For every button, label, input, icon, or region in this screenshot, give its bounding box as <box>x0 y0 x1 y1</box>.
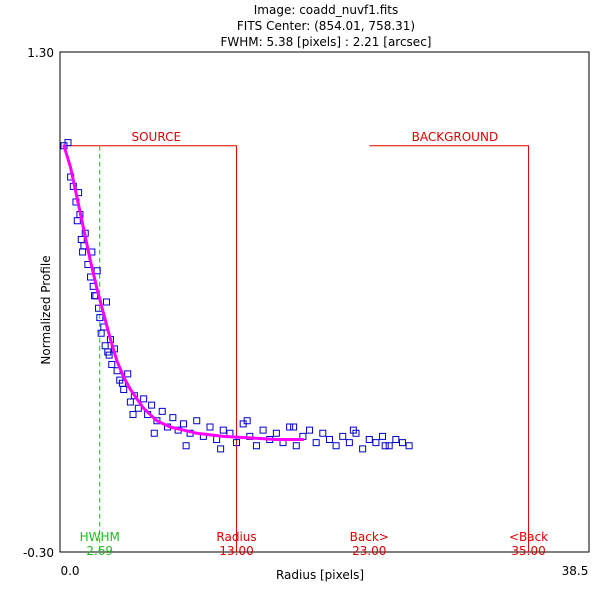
data-point <box>158 407 166 415</box>
data-point <box>182 442 190 450</box>
y-tick-max: 1.30 <box>27 46 54 60</box>
profile-fit-curve <box>62 144 305 441</box>
x-tick-max: 38.5 <box>562 564 589 578</box>
x-tick-min: 0.0 <box>60 564 79 578</box>
data-point <box>290 423 298 431</box>
data-point <box>126 398 134 406</box>
marker-back-outer-value: 35.00 <box>511 544 545 558</box>
data-point <box>134 404 142 412</box>
image-title: Image: coadd_nuvf1.fits <box>254 3 398 17</box>
data-point <box>365 436 373 443</box>
y-axis-label: Normalized Profile <box>39 255 53 364</box>
data-point <box>64 139 72 147</box>
data-point <box>193 417 201 425</box>
data-point <box>405 442 413 450</box>
fwhm-label: FWHM: 5.38 [pixels] : 2.21 [arcsec] <box>221 35 432 49</box>
data-point <box>108 361 116 368</box>
data-point <box>129 411 137 418</box>
data-point <box>359 445 367 453</box>
data-point <box>372 439 380 447</box>
y-tick-min: -0.30 <box>23 546 54 560</box>
regions-layer: SOURCE BACKGROUND <box>64 130 530 552</box>
marker-HWHM-value: 2.69 <box>86 544 113 558</box>
data-point <box>150 429 158 437</box>
data-point <box>169 414 177 422</box>
data-point <box>392 436 400 443</box>
data-point <box>219 426 227 434</box>
data-point <box>206 423 214 431</box>
data-point <box>124 370 132 378</box>
data-point <box>252 442 260 450</box>
data-point <box>306 426 314 434</box>
data-point <box>381 442 389 450</box>
data-point <box>259 426 267 434</box>
data-point <box>272 429 280 437</box>
data-point <box>140 395 148 403</box>
marker-HWHM-label: HWHM <box>80 530 120 544</box>
data-point <box>233 439 241 447</box>
region-source-label: SOURCE <box>131 130 181 144</box>
marker-radius-label: Radius <box>216 530 256 544</box>
region-background-box <box>369 145 530 552</box>
fit-layer <box>62 144 305 441</box>
marker-back-outer-label: <Back <box>509 530 548 544</box>
data-point <box>96 314 104 322</box>
data-point <box>243 417 251 425</box>
data-point <box>292 442 300 450</box>
data-point <box>325 436 333 443</box>
region-source-box <box>64 145 238 552</box>
plot-frame <box>59 51 590 553</box>
data-point <box>286 423 294 431</box>
region-background-label: BACKGROUND <box>412 130 499 144</box>
data-point <box>385 442 393 450</box>
marker-back-inner-value: 23.00 <box>352 544 386 558</box>
data-point <box>179 420 187 428</box>
data-point <box>148 401 156 409</box>
data-point <box>79 248 87 256</box>
data-point <box>398 439 406 447</box>
data-point <box>345 439 353 447</box>
data-point <box>379 432 387 440</box>
data-point <box>349 426 357 434</box>
data-point <box>104 348 112 356</box>
fits-center-label: FITS Center: (854.01, 758.31) <box>237 19 415 33</box>
data-point <box>332 442 340 450</box>
x-axis-label: Radius [pixels] <box>276 568 364 582</box>
marker-radius-value: 13.00 <box>219 544 253 558</box>
marker-back-inner-label: Back> <box>350 530 389 544</box>
data-point <box>312 439 320 447</box>
data-point <box>217 445 225 453</box>
data-point <box>319 429 327 437</box>
data-point <box>102 298 110 306</box>
data-point <box>339 432 347 440</box>
